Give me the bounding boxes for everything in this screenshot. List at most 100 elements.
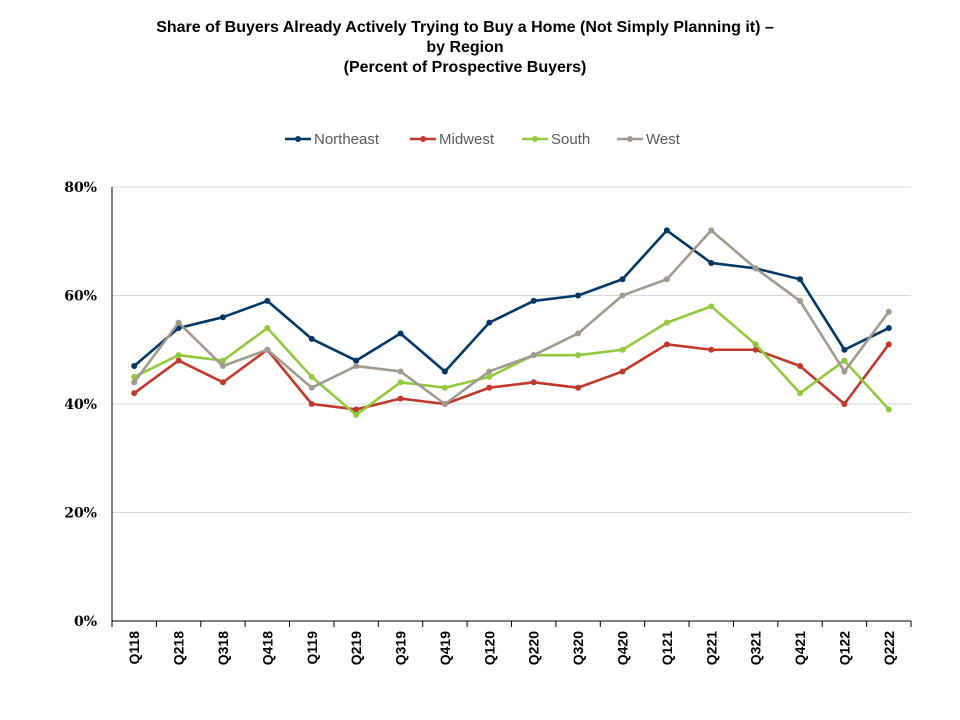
legend-item-midwest: Midwest (410, 131, 495, 148)
data-point-northeast (885, 325, 892, 332)
data-point-midwest (885, 341, 892, 348)
x-tick-label: Q321 (748, 631, 764, 665)
x-tick-label: Q219 (348, 631, 364, 665)
series-west (131, 227, 892, 407)
chart-title-line-3: (Percent of Prospective Buyers) (343, 59, 587, 76)
data-point-south (885, 406, 892, 413)
data-point-northeast (530, 297, 537, 304)
legend-item-west: West (617, 131, 681, 148)
data-point-northeast (264, 297, 271, 304)
data-point-west (663, 276, 670, 283)
x-tick-label: Q420 (614, 631, 630, 665)
data-point-northeast (841, 346, 848, 353)
data-point-west (219, 363, 226, 370)
data-point-west (752, 265, 759, 272)
x-tick-label: Q319 (393, 631, 409, 665)
data-point-northeast (575, 292, 582, 299)
data-point-west (797, 297, 804, 304)
x-tick-label: Q118 (126, 631, 142, 665)
series-midwest (131, 341, 892, 413)
data-point-south (752, 341, 759, 348)
data-point-northeast (663, 227, 670, 234)
legend-marker (532, 136, 538, 142)
legend-label: South (551, 131, 590, 148)
series-south (131, 303, 892, 418)
data-point-midwest (663, 341, 670, 348)
legend-label: Midwest (439, 131, 495, 148)
data-point-south (219, 357, 226, 364)
series-northeast (131, 227, 892, 375)
x-tick-label: Q121 (659, 631, 675, 665)
chart-title-line-1: Share of Buyers Already Actively Trying … (156, 19, 774, 36)
data-point-west (175, 319, 182, 326)
data-point-midwest (219, 379, 226, 386)
x-tick-label: Q220 (526, 631, 542, 665)
data-point-south (663, 319, 670, 326)
legend-item-south: South (522, 131, 590, 148)
legend-marker (420, 136, 426, 142)
x-tick-label: Q421 (792, 631, 808, 665)
x-tick-label: Q120 (481, 631, 497, 665)
data-point-west (841, 368, 848, 375)
data-point-midwest (575, 384, 582, 391)
chart-title: Share of Buyers Already Actively Trying … (0, 18, 930, 78)
series-line-west (133, 229, 890, 406)
data-point-south (264, 325, 271, 332)
gridlines (112, 186, 911, 513)
data-point-northeast (353, 357, 360, 364)
data-point-northeast (708, 259, 715, 266)
x-tick-label: Q419 (437, 631, 453, 665)
data-point-northeast (619, 276, 626, 283)
chart-legend: Northeast Midwest South West (285, 131, 681, 148)
data-point-west (441, 401, 448, 407)
data-point-midwest (353, 406, 360, 413)
legend-marker (295, 136, 301, 142)
data-point-west (353, 363, 360, 370)
data-point-west (530, 352, 537, 359)
data-point-south (175, 352, 182, 359)
data-point-south (797, 390, 804, 397)
x-tick-label: Q218 (171, 631, 187, 665)
series-line-northeast (133, 229, 890, 373)
y-tick-label: 0% (74, 614, 97, 630)
series-group (131, 227, 892, 418)
data-point-midwest (841, 401, 848, 407)
data-point-south (575, 352, 582, 359)
data-point-midwest (175, 357, 182, 364)
series-line-midwest (133, 343, 890, 411)
data-point-south (841, 357, 848, 364)
data-point-northeast (219, 314, 226, 321)
x-tick-label: Q320 (570, 631, 586, 665)
legend-item-northeast: Northeast (285, 131, 380, 148)
y-tick-label: 40% (64, 397, 97, 413)
data-point-midwest (486, 384, 493, 391)
data-point-midwest (397, 395, 404, 402)
data-point-midwest (131, 390, 138, 397)
x-tick-label: Q222 (881, 631, 897, 665)
data-point-midwest (752, 346, 759, 353)
data-point-west (619, 292, 626, 299)
data-point-northeast (131, 363, 138, 370)
x-tick-label: Q122 (836, 631, 852, 665)
y-tick-label: 80% (64, 180, 97, 196)
data-point-south (353, 411, 360, 418)
data-point-south (619, 346, 626, 353)
data-point-west (708, 227, 715, 234)
axes (111, 187, 912, 627)
data-point-northeast (397, 330, 404, 337)
data-point-northeast (797, 276, 804, 283)
x-tick-label: Q221 (703, 631, 719, 665)
data-point-midwest (308, 401, 315, 407)
data-point-midwest (708, 346, 715, 353)
x-axis-ticks: Q118 Q218 Q318 Q418 Q119 Q219 Q319 Q419 Q120 Q220… (126, 631, 897, 665)
data-point-south (308, 373, 315, 380)
data-point-midwest (797, 363, 804, 370)
data-point-west (264, 346, 271, 353)
x-tick-label: Q318 (215, 631, 231, 665)
data-point-northeast (308, 335, 315, 342)
data-point-northeast (486, 319, 493, 326)
data-point-south (441, 384, 448, 391)
data-point-midwest (619, 368, 626, 375)
legend-label: West (646, 131, 681, 148)
